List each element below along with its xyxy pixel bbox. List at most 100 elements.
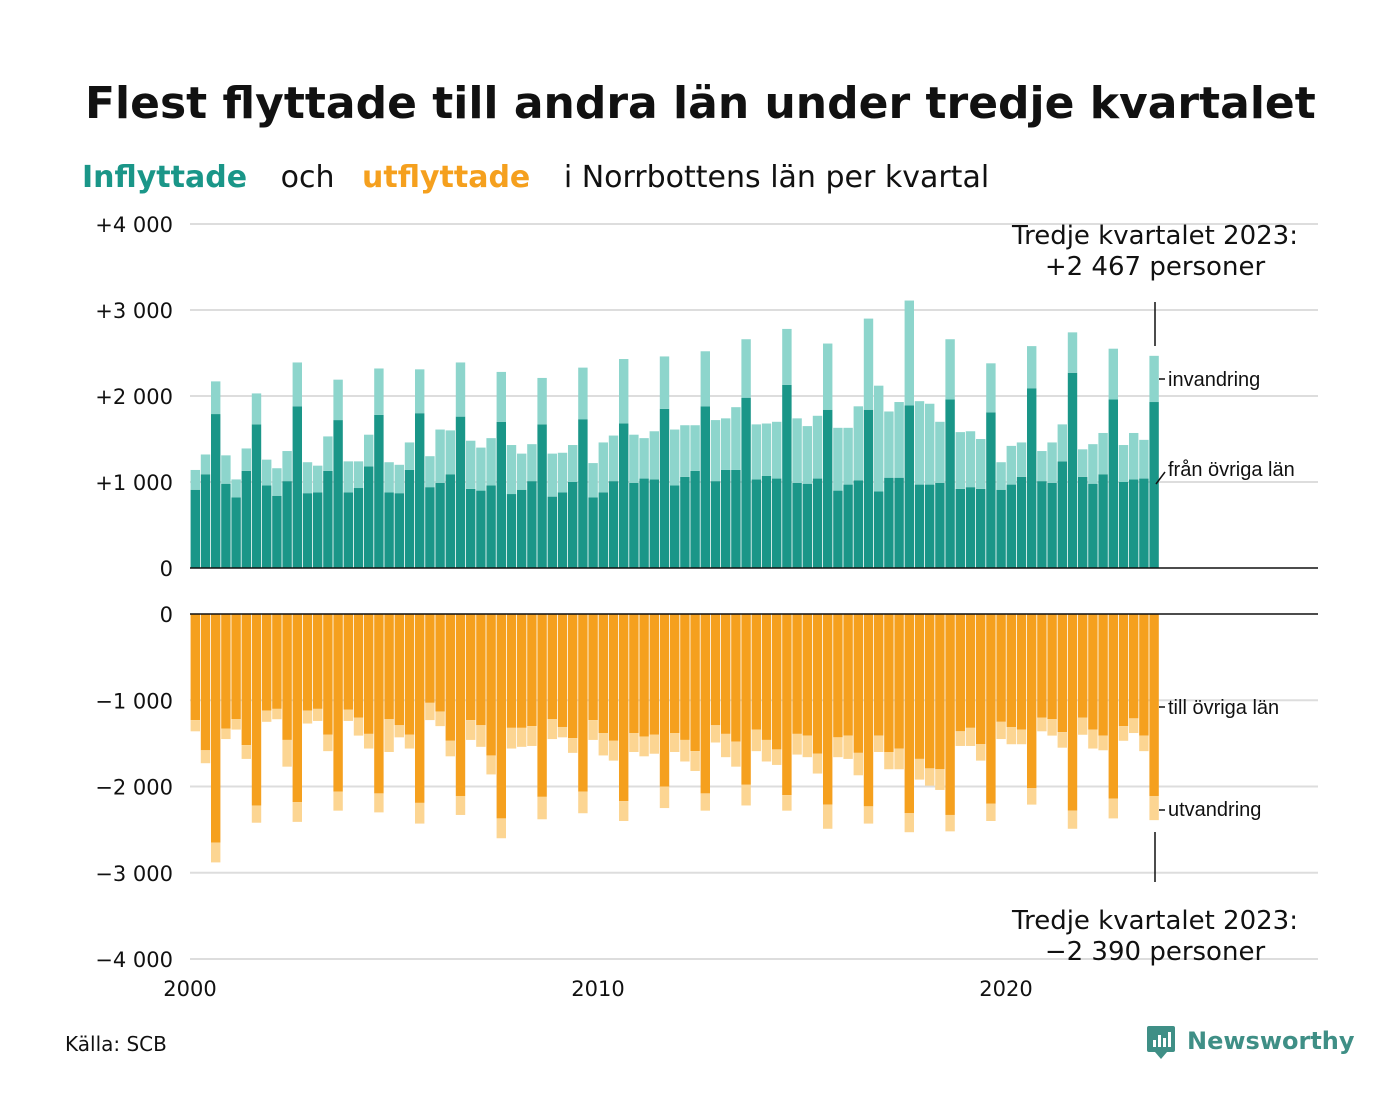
annotation-bottom-line1: Tredje kvartalet 2023: xyxy=(1011,906,1298,936)
bar-fran-ovriga-lan xyxy=(1098,474,1108,568)
bar-utvandring xyxy=(200,750,211,764)
bar-till-ovriga-lan xyxy=(547,614,557,720)
bar-invandring xyxy=(1129,432,1139,480)
bar-utvandring xyxy=(1047,719,1057,736)
bar-fran-ovriga-lan xyxy=(343,492,353,568)
bar-invandring xyxy=(629,434,639,483)
label-till-ovriga-lan: till övriga län xyxy=(1168,697,1279,719)
bar-utvandring xyxy=(455,795,466,815)
bar-invandring xyxy=(812,415,823,479)
bar-fran-ovriga-lan xyxy=(965,487,976,568)
bar-till-ovriga-lan xyxy=(690,614,700,752)
bar-invandring xyxy=(313,465,323,493)
bar-till-ovriga-lan xyxy=(404,614,415,735)
bar-utvandring xyxy=(976,744,986,761)
bar-invandring xyxy=(1067,332,1078,373)
bar-fran-ovriga-lan xyxy=(364,466,374,568)
bar-utvandring xyxy=(853,752,863,776)
bar-fran-ovriga-lan xyxy=(241,470,251,568)
bar-utvandring xyxy=(761,739,772,762)
bar-utvandring xyxy=(1078,717,1088,735)
bar-till-ovriga-lan xyxy=(782,614,792,796)
bar-invandring xyxy=(486,438,496,486)
bar-till-ovriga-lan xyxy=(455,614,466,796)
bar-utvandring xyxy=(557,726,568,738)
bar-till-ovriga-lan xyxy=(588,614,598,721)
bar-invandring xyxy=(792,418,802,483)
bar-utvandring xyxy=(1149,795,1159,821)
bar-invandring xyxy=(690,425,700,471)
bar-till-ovriga-lan xyxy=(323,614,333,735)
bar-till-ovriga-lan xyxy=(251,614,262,806)
bar-utvandring xyxy=(945,814,955,832)
bar-fran-ovriga-lan xyxy=(537,424,547,568)
bar-till-ovriga-lan xyxy=(649,614,659,735)
bar-till-ovriga-lan xyxy=(619,614,629,802)
bar-till-ovriga-lan xyxy=(1067,614,1078,811)
bar-invandring xyxy=(394,464,404,494)
bar-invandring xyxy=(1016,442,1027,477)
bar-utvandring xyxy=(1088,729,1098,749)
bar-utvandring xyxy=(486,755,496,775)
bar-utvandring xyxy=(527,726,537,746)
bar-invandring xyxy=(364,434,374,467)
bar-utvandring xyxy=(251,805,262,823)
bar-utvandring xyxy=(680,739,690,762)
bar-utvandring xyxy=(710,725,721,743)
bar-till-ovriga-lan xyxy=(1139,614,1149,736)
bar-till-ovriga-lan xyxy=(965,614,976,728)
bar-fran-ovriga-lan xyxy=(578,419,588,568)
bar-fran-ovriga-lan xyxy=(506,494,517,568)
bar-till-ovriga-lan xyxy=(333,614,343,792)
bar-till-ovriga-lan xyxy=(1047,614,1057,720)
bar-utvandring xyxy=(802,735,812,758)
bar-utvandring xyxy=(792,733,802,755)
subtitle-inflyttade: Inflyttade xyxy=(82,160,247,195)
bar-till-ovriga-lan xyxy=(894,614,904,749)
bar-utvandring xyxy=(364,733,374,749)
bar-utvandring xyxy=(751,729,761,752)
bar-till-ovriga-lan xyxy=(262,614,272,711)
bar-till-ovriga-lan xyxy=(802,614,812,736)
bar-invandring xyxy=(506,445,517,495)
bar-fran-ovriga-lan xyxy=(517,489,527,568)
subtitle-rest: i Norrbottens län per kvartal xyxy=(564,160,989,195)
bar-utvandring xyxy=(1006,726,1016,745)
bar-utvandring xyxy=(690,751,700,771)
bar-utvandring xyxy=(425,702,435,721)
bar-fran-ovriga-lan xyxy=(986,412,996,568)
bar-invandring xyxy=(802,426,812,484)
bar-invandring xyxy=(986,363,996,413)
bar-utvandring xyxy=(894,748,904,770)
bar-utvandring xyxy=(955,731,965,746)
bar-invandring xyxy=(384,462,394,493)
bar-utvandring xyxy=(863,806,874,824)
bar-invandring xyxy=(782,328,792,385)
bar-utvandring xyxy=(394,725,404,738)
bar-fran-ovriga-lan xyxy=(353,488,364,568)
bar-till-ovriga-lan xyxy=(761,614,772,740)
ytick-upper: +3 000 xyxy=(95,299,173,323)
bar-till-ovriga-lan xyxy=(741,614,751,785)
bar-invandring xyxy=(721,418,731,470)
bar-till-ovriga-lan xyxy=(598,614,608,734)
bar-utvandring xyxy=(731,741,741,767)
bar-invandring xyxy=(884,411,894,478)
bar-fran-ovriga-lan xyxy=(435,482,445,568)
xtick: 2000 xyxy=(163,977,216,1001)
bar-utvandring xyxy=(211,842,221,863)
bar-utvandring xyxy=(914,758,925,780)
bar-till-ovriga-lan xyxy=(1129,614,1139,719)
bar-till-ovriga-lan xyxy=(731,614,741,742)
bar-fran-ovriga-lan xyxy=(782,384,792,568)
bar-fran-ovriga-lan xyxy=(802,483,812,568)
bar-invandring xyxy=(455,362,466,417)
bar-invandring xyxy=(761,423,772,476)
bar-fran-ovriga-lan xyxy=(476,490,486,568)
bar-utvandring xyxy=(1027,788,1037,805)
bar-till-ovriga-lan xyxy=(986,614,996,804)
bar-invandring xyxy=(710,420,721,482)
bar-fran-ovriga-lan xyxy=(251,424,262,568)
bar-fran-ovriga-lan xyxy=(1006,484,1016,568)
bar-till-ovriga-lan xyxy=(710,614,721,726)
